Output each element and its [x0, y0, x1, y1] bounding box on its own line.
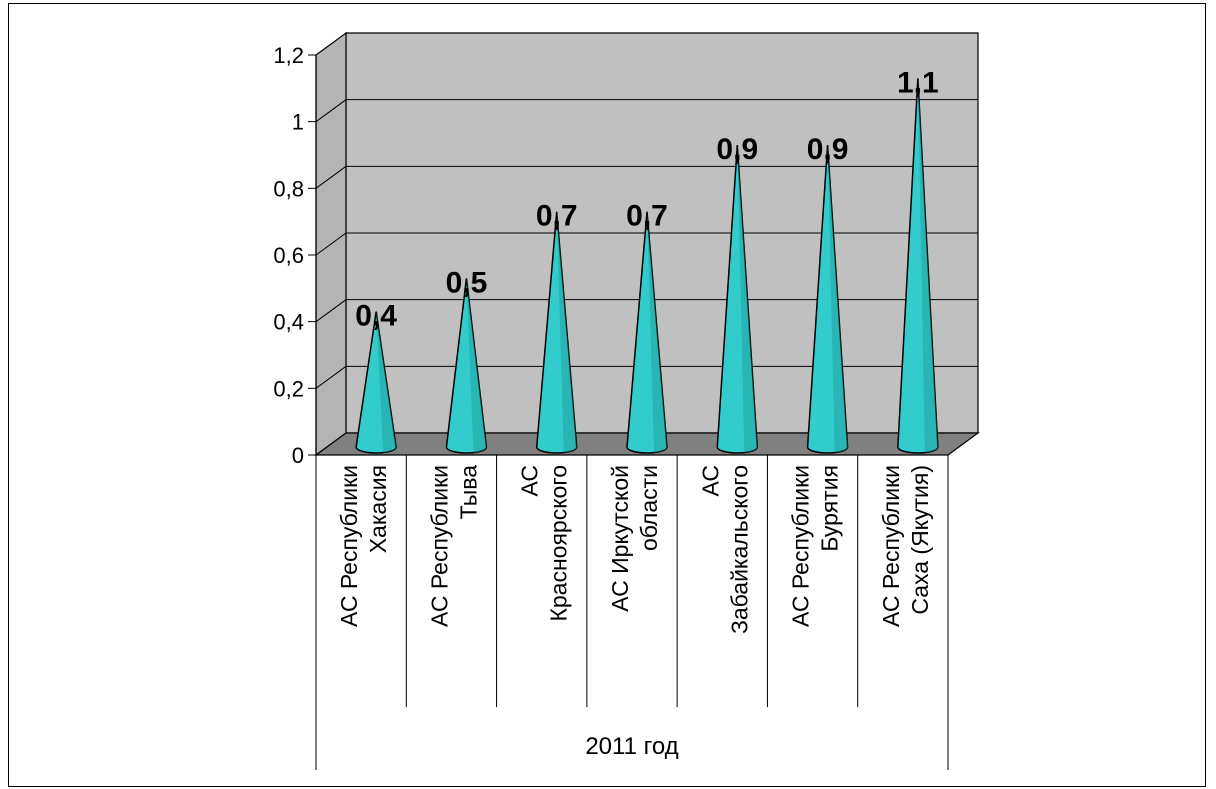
cone-series: [355, 78, 939, 454]
category-label: АС Республики Хакасия: [336, 465, 391, 627]
category-label-line: Саха (Якутия): [907, 465, 933, 615]
cone-shade: [556, 211, 577, 453]
cone-shade: [376, 311, 397, 453]
y-tick-label: 0: [292, 443, 304, 468]
y-tick-label: 0,4: [273, 310, 304, 335]
gridline-side: [315, 365, 347, 389]
cone-bar: [806, 144, 849, 454]
category-label-line: Хакасия: [365, 465, 391, 553]
cone-body: [716, 144, 759, 454]
cone-body: [355, 311, 397, 454]
cone-body: [535, 211, 578, 454]
cone-body: [806, 144, 849, 454]
category-label-line: АС Иркутской: [607, 465, 633, 612]
cone-shade: [827, 145, 848, 453]
gridlines: [315, 99, 978, 389]
y-tick-label: 0,2: [273, 376, 304, 401]
category-label: АС Забайкальского: [697, 465, 752, 634]
category-axis: АС Республики Хакасия АС Республики Тыва АС К…: [315, 455, 949, 770]
cone-shade: [647, 211, 668, 453]
cone-shade: [737, 145, 758, 453]
cone-bar: [535, 211, 578, 454]
category-label-line: АС: [697, 465, 723, 496]
category-label-line: Бурятия: [817, 465, 843, 552]
cone-body: [897, 78, 939, 454]
y-tick-label: 1: [292, 110, 304, 135]
gridline-side: [315, 299, 347, 323]
category-label-line: АС Республики: [426, 465, 452, 627]
category-label: АС Красноярского: [517, 465, 572, 622]
gridline-side: [315, 99, 347, 123]
data-label: 0,9: [807, 133, 849, 166]
cone-bar: [897, 78, 939, 454]
data-labels: 0,4 0,5 0,7 0,7 0,9 0,9 1,1: [355, 66, 938, 332]
y-tick-label: 1,2: [273, 43, 304, 68]
group-label: 2011 год: [585, 733, 678, 760]
y-axis: 0 0,2 0,4 0,6 0,8 1 1,2: [273, 43, 317, 468]
data-label: 0,9: [716, 133, 758, 166]
cone-bar: [716, 144, 759, 454]
category-label-line: Тыва: [455, 465, 481, 520]
category-label: АС Республики Тыва: [426, 465, 481, 627]
cone-body: [626, 211, 668, 454]
category-label-line: Красноярского: [546, 465, 572, 622]
gridline-side: [315, 232, 347, 256]
chart-frame: [8, 3, 1206, 787]
data-label: 1,1: [897, 66, 939, 99]
category-label-line: АС Республики: [878, 465, 904, 627]
cone-bar: [445, 278, 488, 454]
category-label: АС Иркутской области: [607, 465, 662, 612]
category-label: АС Республики Саха (Якутия): [878, 465, 933, 627]
data-label: 0,7: [626, 200, 668, 233]
category-label-line: Забайкальского: [726, 465, 752, 634]
cone-shade: [917, 78, 938, 453]
category-label-line: АС Республики: [336, 465, 362, 627]
data-label: 0,4: [355, 300, 397, 333]
category-label-line: АС Республики: [788, 465, 814, 627]
category-label: АС Республики Бурятия: [788, 465, 843, 627]
data-label: 0,5: [446, 266, 488, 299]
cone-bar: [626, 211, 668, 454]
data-label: 0,7: [536, 200, 578, 233]
cone-body: [445, 278, 488, 454]
y-tick-label: 0,6: [273, 243, 304, 268]
y-tick-label: 0,8: [273, 176, 304, 201]
cone-shade: [466, 278, 487, 453]
gridline-side: [315, 165, 347, 189]
cone-bar: [355, 311, 397, 454]
category-label-line: области: [636, 465, 662, 551]
category-label-line: АС: [517, 465, 543, 496]
